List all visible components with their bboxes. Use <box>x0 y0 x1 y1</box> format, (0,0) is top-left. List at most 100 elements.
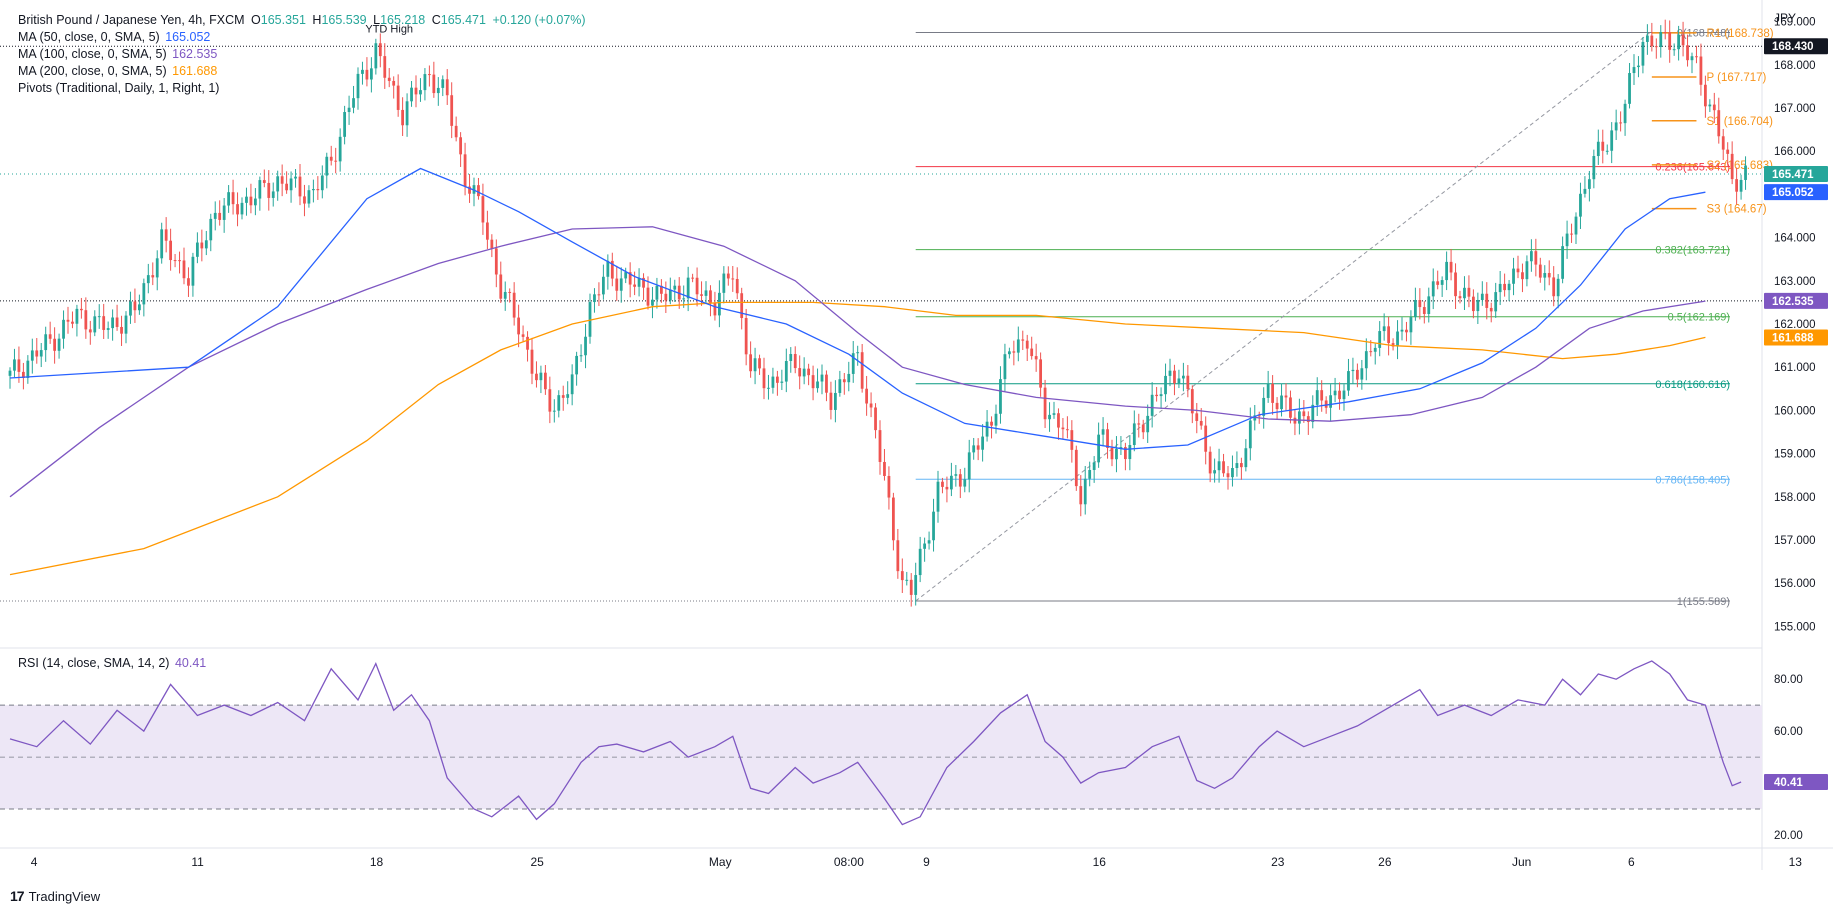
candle-body <box>726 273 730 279</box>
candle-body <box>686 277 690 299</box>
candle-body <box>767 387 770 389</box>
candle-body <box>548 389 552 412</box>
candle-body <box>1204 425 1208 452</box>
candle-body <box>1186 375 1190 390</box>
candle-body <box>209 218 213 241</box>
price-tick-label: 169.000 <box>1774 17 1816 29</box>
candle-body <box>1735 179 1739 192</box>
candle-body <box>637 277 641 287</box>
candle-body <box>1382 326 1386 332</box>
candle-body <box>664 293 668 301</box>
candle-body <box>1525 261 1529 280</box>
ma200-legend[interactable]: MA (200, close, 0, SMA, 5) 161.688 <box>18 63 586 80</box>
candle-body <box>900 571 904 581</box>
candle-body <box>1695 56 1698 58</box>
candle-body <box>1730 153 1734 180</box>
candle-body <box>1409 317 1413 333</box>
candle-body <box>1181 375 1185 379</box>
candle-body <box>1315 390 1319 405</box>
candle-body <box>869 403 873 408</box>
ma50-value: 165.052 <box>165 30 211 44</box>
candle-body <box>633 284 637 287</box>
candle-body <box>1329 395 1333 408</box>
candle-body <box>84 310 88 330</box>
candle-body <box>1320 390 1324 401</box>
candle-body <box>262 180 266 183</box>
candle-body <box>1213 470 1217 474</box>
candle-body <box>1677 34 1681 50</box>
candle-body <box>856 352 860 354</box>
candle-body <box>102 316 106 330</box>
candle-body <box>1708 104 1712 107</box>
candle-body <box>1159 394 1163 397</box>
candle-body <box>1739 179 1743 192</box>
time-tick-label: 4 <box>31 855 38 869</box>
candle-body <box>311 189 315 191</box>
candle-body <box>187 278 190 286</box>
fib-trend-line <box>915 32 1651 602</box>
open-value: 165.351 <box>260 13 306 27</box>
candle-body <box>1637 65 1640 68</box>
candle-body <box>1351 369 1355 372</box>
ma50-legend[interactable]: MA (50, close, 0, SMA, 5) 165.052 <box>18 29 586 46</box>
candle-body <box>463 154 467 187</box>
candle-body <box>651 299 654 306</box>
candle-body <box>369 68 373 80</box>
candle-body <box>427 74 431 76</box>
open-label: O <box>251 13 261 27</box>
candle-body <box>142 283 146 305</box>
candle-body <box>1007 351 1011 355</box>
candle-body <box>771 376 775 388</box>
candle-body <box>1659 32 1663 48</box>
candle-body <box>1570 233 1573 235</box>
candle-body <box>1115 448 1118 460</box>
candle-body <box>1610 130 1614 151</box>
candle-body <box>13 359 16 371</box>
ma200-value: 161.688 <box>172 64 218 78</box>
candle-body <box>1369 351 1373 353</box>
price-tick-label: 159.000 <box>1774 449 1816 461</box>
candle-body <box>1195 413 1199 421</box>
candle-body <box>1289 397 1292 418</box>
candle-body <box>561 395 565 398</box>
price-tick-label: 158.000 <box>1774 492 1816 504</box>
candle-body <box>963 479 967 487</box>
candle-body <box>436 87 440 94</box>
tradingview-watermark[interactable]: 17 TradingView <box>10 888 100 904</box>
candle-body <box>71 321 74 324</box>
candle-body <box>88 329 92 333</box>
candle-body <box>642 277 645 288</box>
candle-body <box>1333 390 1337 396</box>
candle-body <box>1150 394 1154 416</box>
candle-body <box>1503 283 1507 291</box>
candle-body <box>1083 478 1087 505</box>
rsi-legend[interactable]: RSI (14, close, SMA, 14, 2) 40.41 <box>18 655 206 672</box>
candle-body <box>1347 371 1350 391</box>
low-value: 165.218 <box>380 13 426 27</box>
ma100-line <box>9 226 1706 498</box>
price-axis-unit: JPY <box>1774 11 1796 25</box>
candle-body <box>374 43 378 69</box>
time-tick-label: Jun <box>1512 855 1531 869</box>
candle-body <box>1422 307 1426 315</box>
candle-body <box>1043 387 1047 420</box>
candle-body <box>780 381 784 383</box>
candle-body <box>200 242 204 249</box>
candle-body <box>1168 370 1172 376</box>
candle-body <box>1427 296 1431 315</box>
candle-body <box>798 368 802 377</box>
candle-body <box>677 285 681 300</box>
symbol-ohlc-line: British Pound / Japanese Yen, 4h, FXCM O… <box>18 12 586 29</box>
price-tick-label: 161.000 <box>1774 362 1816 374</box>
candle-body <box>1065 429 1069 431</box>
candle-body <box>1306 416 1310 422</box>
ma100-legend[interactable]: MA (100, close, 0, SMA, 5) 162.535 <box>18 46 586 63</box>
ma100-value: 162.535 <box>172 47 218 61</box>
candle-body <box>820 374 824 382</box>
candle-body <box>1703 84 1707 107</box>
pivots-legend[interactable]: Pivots (Traditional, Daily, 1, Right, 1) <box>18 80 586 97</box>
candle-body <box>39 350 43 357</box>
candle-body <box>222 205 226 220</box>
candle-body <box>606 260 610 277</box>
